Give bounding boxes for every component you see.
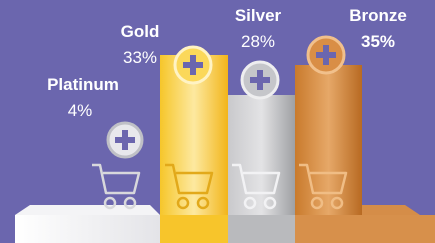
tier-name: Silver [235,6,282,25]
tier-name: Bronze [349,6,407,25]
tier-name: Platinum [47,75,119,94]
tier-share: 4% [68,101,93,120]
tier-name: Gold [121,22,160,41]
tier-share: 35% [361,32,395,51]
page: {"tiers": [ {"name": "Platinum", "share"… [0,0,435,243]
infographic: Platinum 4% Gold 33% Silver 28% Bronze 35% [0,0,435,243]
tier-share: 33% [123,48,157,67]
tier-share: 28% [241,32,275,51]
